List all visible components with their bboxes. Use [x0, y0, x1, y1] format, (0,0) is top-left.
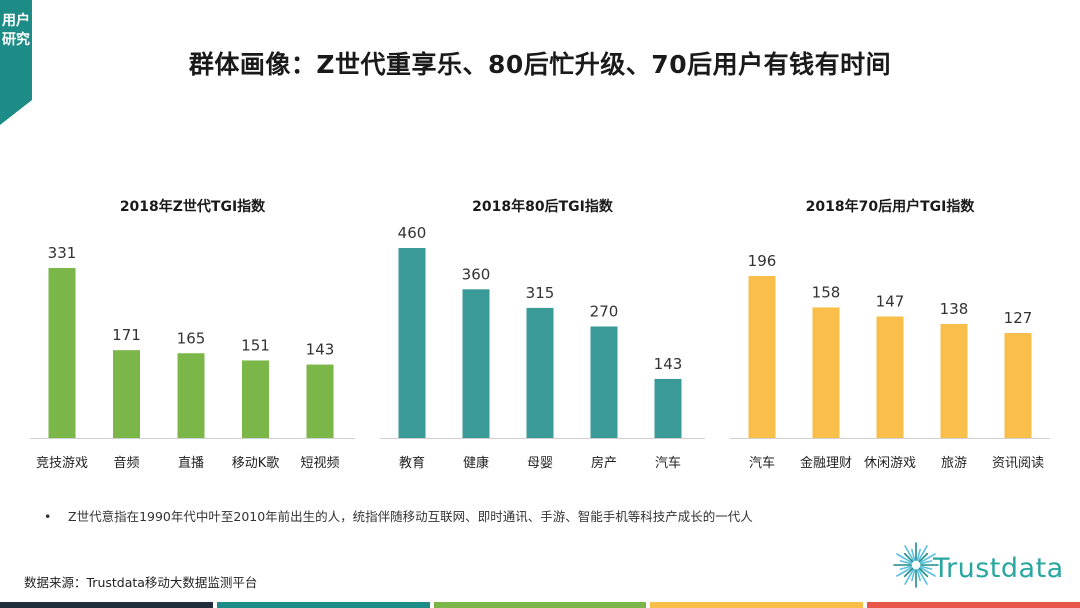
data-source: 数据来源：Trustdata移动大数据监测平台: [24, 575, 258, 590]
bar: [306, 364, 334, 438]
category-label: 资讯阅读: [992, 456, 1044, 471]
chart-title: 2018年Z世代TGI指数: [120, 198, 266, 215]
category-label: 房产: [591, 455, 617, 471]
color-segment: [0, 602, 213, 608]
data-label: 147: [876, 293, 905, 311]
bar: [462, 289, 490, 438]
bottom-color-bar: [0, 602, 1080, 608]
data-label: 315: [526, 284, 555, 302]
data-label: 165: [177, 329, 206, 347]
data-label: 143: [306, 341, 335, 359]
logo-text: Trustdata: [933, 553, 1064, 584]
footnote-bullet: •: [44, 509, 52, 524]
color-segment: [650, 602, 864, 608]
category-label: 休闲游戏: [864, 456, 916, 471]
footnote-text: Z世代意指在1990年代中叶至2010年前出生的人，统指伴随移动互联网、即时通讯…: [68, 509, 753, 524]
bar: [876, 316, 904, 438]
data-label: 143: [654, 355, 683, 373]
data-label: 360: [462, 265, 491, 283]
category-label: 短视频: [300, 456, 339, 471]
bar: [654, 378, 682, 438]
data-label: 151: [241, 336, 270, 354]
charts-area: 2018年Z世代TGI指数 331 竞技游戏 171 音频 165 直播 151 移动K歌 143…: [30, 198, 1050, 471]
bar: [177, 353, 205, 438]
data-label: 331: [48, 244, 77, 262]
bar: [590, 326, 618, 438]
category-label: 汽车: [749, 455, 775, 471]
bar: [748, 276, 776, 438]
footnote: • Z世代意指在1990年代中叶至2010年前出生的人，统指伴随移动互联网、即时通…: [44, 506, 753, 525]
data-label: 158: [812, 283, 841, 301]
bar-chart-1: 2018年Z世代TGI指数 331 竞技游戏 171 音频 165 直播 151 移动K歌 143…: [30, 198, 355, 471]
category-label: 音频: [113, 455, 139, 471]
data-label: 138: [940, 300, 969, 318]
bar: [242, 360, 269, 438]
category-label: 移动K歌: [232, 456, 280, 471]
chart-title: 2018年70后用户TGI指数: [806, 198, 976, 215]
bar: [812, 307, 840, 438]
category-label: 竞技游戏: [36, 455, 88, 471]
chart-title: 2018年80后TGI指数: [472, 198, 614, 215]
data-label: 270: [590, 302, 619, 320]
category-label: 金融理财: [800, 455, 852, 471]
side-tag: 用户研究: [0, 0, 32, 125]
bar-chart-3: 2018年70后用户TGI指数 196 汽车 158 金融理财 147 休闲游戏 138 旅游 1…: [730, 198, 1050, 471]
category-label: 教育: [399, 455, 425, 471]
category-label: 旅游: [941, 456, 967, 471]
category-label: 母婴: [527, 456, 553, 471]
side-tag-label: 用户研究: [2, 13, 30, 48]
category-label: 汽车: [655, 455, 681, 471]
data-label: 460: [398, 224, 427, 242]
bar: [48, 268, 76, 438]
category-label: 健康: [463, 455, 489, 471]
data-label: 171: [112, 326, 141, 344]
bar-chart-2: 2018年80后TGI指数 460 教育 360 健康 315 母婴 270 房产 143 汽车: [380, 198, 705, 471]
color-segment: [433, 602, 647, 608]
page-title: 群体画像：Z世代重享乐、80后忙升级、70后用户有钱有时间: [188, 50, 892, 79]
trustdata-logo: Trustdata: [893, 537, 1073, 593]
category-label: 直播: [178, 456, 204, 471]
color-segment: [216, 602, 430, 608]
bar: [113, 350, 140, 438]
color-segment: [867, 602, 1080, 608]
starburst-icon: [893, 542, 939, 588]
bar: [1004, 333, 1032, 438]
data-label: 196: [748, 252, 777, 270]
data-label: 127: [1004, 309, 1033, 327]
bar: [398, 248, 426, 438]
bar: [940, 323, 968, 438]
bar: [526, 307, 554, 438]
